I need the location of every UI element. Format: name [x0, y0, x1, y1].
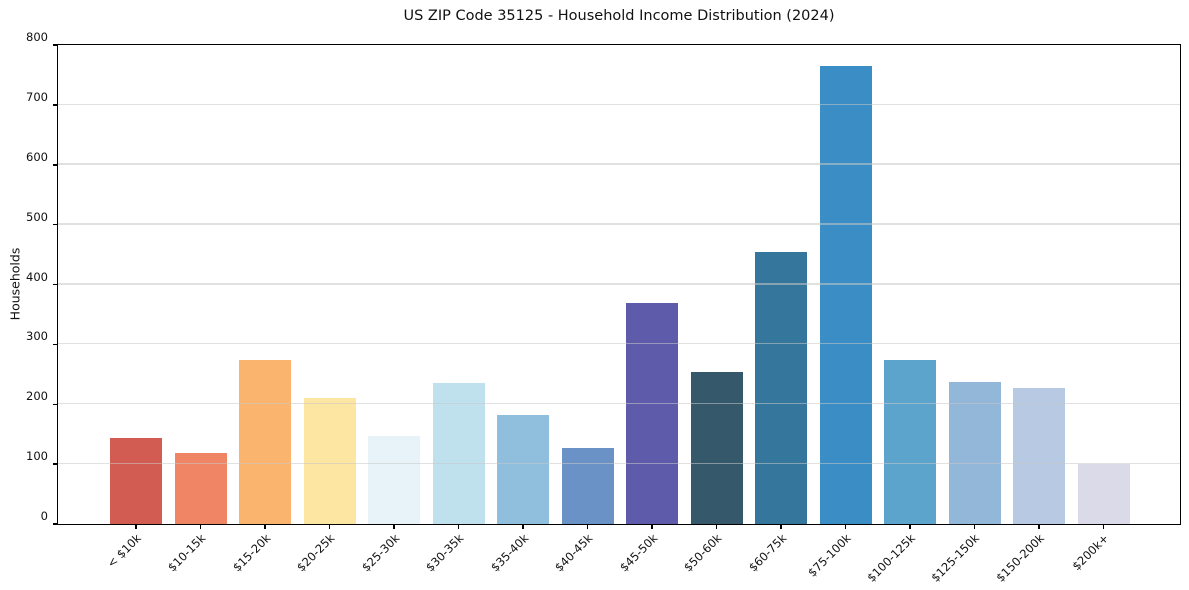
x-tick-label: $20-25k [293, 531, 338, 575]
x-tick-label: $35-40k [487, 531, 531, 575]
y-tick-label: 500 [26, 209, 48, 224]
y-tick-mark [53, 104, 58, 106]
bar [1077, 463, 1130, 524]
x-tick-mark [135, 524, 137, 529]
y-tick-mark [53, 223, 58, 226]
y-tick-label: 0 [40, 509, 48, 523]
x-tick-mark [522, 524, 524, 529]
y-tick-mark [53, 523, 58, 525]
gridline [58, 103, 1180, 105]
gridline [58, 343, 1180, 345]
bar [819, 65, 872, 524]
x-tick-mark [1038, 524, 1040, 529]
bar [626, 303, 678, 524]
chart-title: US ZIP Code 35125 - Household Income Dis… [403, 8, 835, 24]
x-tick-label: $25-30k [358, 531, 402, 575]
gridline [58, 163, 1180, 165]
bar [110, 438, 162, 524]
x-tick-label: $125-150k [928, 531, 983, 585]
y-axis-label: Households [7, 247, 23, 321]
y-tick-label: 100 [26, 449, 48, 464]
bar [755, 252, 807, 524]
x-tick-mark [586, 524, 589, 529]
x-tick-mark [844, 524, 847, 529]
gridline [58, 283, 1180, 285]
bar [368, 436, 420, 524]
bar [690, 371, 743, 524]
y-tick-label: 700 [26, 89, 48, 104]
x-tick-mark [651, 524, 653, 529]
x-tick-mark [264, 524, 266, 529]
gridline [58, 402, 1180, 405]
x-tick-label: $75-100k [804, 531, 854, 580]
x-tick-label: $15-20k [229, 531, 273, 575]
y-tick-label: 800 [26, 30, 48, 44]
gridline [58, 223, 1180, 225]
x-tick-mark [780, 524, 782, 529]
x-tick-label: $150-200k [993, 531, 1047, 585]
x-tick-mark [328, 524, 331, 529]
x-tick-label: $10-15k [164, 531, 209, 575]
bar [174, 453, 227, 524]
x-tick-mark [457, 524, 460, 529]
x-tick-label: $30-35k [422, 531, 467, 575]
bar [1013, 387, 1065, 524]
bar [432, 382, 485, 524]
bar [948, 382, 1001, 524]
plot-area: 0 100 200 300 400 500 600 700 800 < $10k $10-15k $1… [26, 30, 1181, 585]
bar [497, 414, 549, 524]
y-tick-mark [53, 343, 58, 346]
y-tick-label: 200 [26, 389, 48, 404]
bar [239, 359, 291, 524]
x-tick-mark [1102, 524, 1105, 529]
x-tick-label: $60-75k [745, 531, 789, 575]
x-tick-label: $40-45k [551, 531, 596, 575]
y-tick-label: 600 [26, 149, 48, 164]
y-tick-mark [53, 44, 58, 46]
bar [884, 359, 936, 524]
y-tick-label: 400 [26, 269, 48, 284]
x-tick-label: $45-50k [616, 531, 660, 575]
x-tick-label: $200k+ [1069, 531, 1112, 574]
x-tick-mark [973, 524, 976, 529]
x-tick-label: $100-125k [864, 531, 918, 585]
y-tick-mark [53, 463, 58, 465]
x-tick-label: $50-60k [680, 531, 725, 575]
bar [303, 398, 356, 524]
y-tick-label: 300 [26, 329, 48, 344]
y-tick-mark [53, 283, 58, 286]
x-tick-mark [909, 524, 911, 529]
y-tick-mark [53, 403, 58, 405]
x-tick-mark [715, 524, 718, 529]
y-tick-mark [53, 164, 58, 166]
x-tick-mark [393, 524, 395, 529]
x-tick-label: < $10k [104, 531, 144, 571]
x-tick-mark [199, 524, 202, 529]
bar [561, 448, 614, 524]
